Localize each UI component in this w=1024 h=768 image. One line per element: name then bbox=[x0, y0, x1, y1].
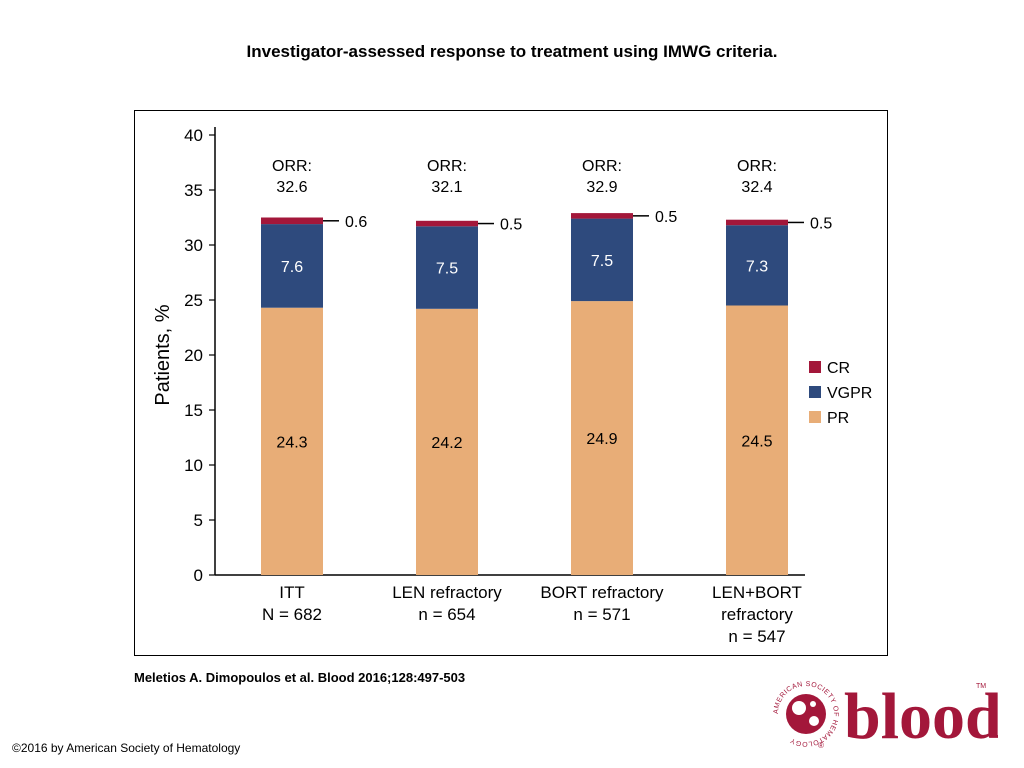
bar-vgpr-segment bbox=[571, 218, 633, 302]
legend-swatch-cr bbox=[809, 361, 821, 373]
x-category-label: LEN refractory bbox=[392, 583, 502, 602]
x-category-label: n = 547 bbox=[728, 627, 785, 646]
x-category-label: ITT bbox=[279, 583, 305, 602]
y-axis-label: Patients, % bbox=[152, 304, 174, 405]
orr-value-label: 32.9 bbox=[586, 179, 617, 196]
legend-label-vgpr: VGPR bbox=[827, 385, 872, 402]
bar-cr-segment bbox=[261, 217, 323, 225]
bar-cr-value-label: 0.6 bbox=[345, 214, 367, 231]
trademark-mark: TM bbox=[976, 683, 986, 690]
y-tick-label: 10 bbox=[184, 456, 203, 475]
x-category-label: LEN+BORT bbox=[712, 583, 802, 602]
orr-label: ORR: bbox=[582, 158, 622, 175]
orr-label: ORR: bbox=[272, 158, 312, 175]
bar-pr-segment bbox=[416, 308, 478, 575]
bar-pr-value-label: 24.5 bbox=[741, 433, 772, 450]
copyright-notice: ©2016 by American Society of Hematology bbox=[12, 741, 241, 755]
bar-pr-value-label: 24.9 bbox=[586, 431, 617, 448]
bar-vgpr-value-label: 7.5 bbox=[436, 261, 458, 278]
legend-swatch-pr bbox=[809, 411, 821, 423]
bar-vgpr-segment bbox=[416, 226, 478, 309]
legend-swatch-vgpr bbox=[809, 386, 821, 398]
bar-vgpr-value-label: 7.3 bbox=[746, 258, 768, 275]
x-category-label: n = 654 bbox=[418, 605, 475, 624]
y-tick-label: 15 bbox=[184, 401, 203, 420]
x-category-label: n = 571 bbox=[573, 605, 630, 624]
bar-pr-segment bbox=[726, 305, 788, 575]
bar-cr-value-label: 0.5 bbox=[810, 215, 832, 232]
bar-cr-value-label: 0.5 bbox=[655, 209, 677, 226]
y-tick-label: 25 bbox=[184, 291, 203, 310]
x-category-label: refractory bbox=[721, 605, 793, 624]
slide-title: Investigator-assessed response to treatm… bbox=[246, 42, 778, 61]
bar-cr-segment bbox=[416, 220, 478, 227]
bar-cr-value-label: 0.5 bbox=[500, 217, 522, 234]
bar-pr-segment bbox=[261, 307, 323, 575]
legend-label-pr: PR bbox=[827, 410, 849, 427]
bar-pr-segment bbox=[571, 301, 633, 575]
x-category-label: N = 682 bbox=[262, 605, 322, 624]
y-tick-label: 20 bbox=[184, 346, 203, 365]
orr-value-label: 32.6 bbox=[276, 179, 307, 196]
orr-label: ORR: bbox=[737, 158, 777, 175]
orr-value-label: 32.1 bbox=[431, 179, 462, 196]
bar-cr-segment bbox=[571, 213, 633, 219]
bar-vgpr-value-label: 7.5 bbox=[591, 253, 613, 270]
y-tick-label: 35 bbox=[184, 181, 203, 200]
bar-vgpr-segment bbox=[261, 224, 323, 308]
bar-pr-value-label: 24.2 bbox=[431, 435, 462, 452]
orr-value-label: 32.4 bbox=[741, 179, 772, 196]
bar-pr-value-label: 24.3 bbox=[276, 434, 307, 451]
legend-label-cr: CR bbox=[827, 360, 850, 377]
registered-mark: ® bbox=[818, 741, 824, 750]
citation: Meletios A. Dimopoulos et al. Blood 2016… bbox=[134, 670, 466, 685]
bar-vgpr-segment bbox=[726, 225, 788, 306]
y-tick-label: 0 bbox=[194, 566, 203, 585]
bar-cr-segment bbox=[726, 219, 788, 226]
chart-frame: 0 5 10 15 20 25 30 35 40 Patients, % 24.3 7.6 0.6 ORR… bbox=[134, 110, 888, 656]
society-seal: AMERICAN SOCIETY OF HEMATOLOGY bbox=[773, 681, 839, 747]
blood-journal-logo: AMERICAN SOCIETY OF HEMATOLOGY blood TM … bbox=[773, 680, 998, 752]
bar-vgpr-value-label: 7.6 bbox=[281, 259, 303, 276]
stacked-bar-chart: 0 5 10 15 20 25 30 35 40 Patients, % 24.3 7.6 0.6 ORR… bbox=[152, 126, 872, 646]
y-tick-label: 5 bbox=[194, 511, 203, 530]
blood-wordmark: blood bbox=[844, 680, 998, 752]
y-tick-label: 40 bbox=[184, 126, 203, 145]
y-tick-label: 30 bbox=[184, 236, 203, 255]
x-category-label: BORT refractory bbox=[540, 583, 664, 602]
orr-label: ORR: bbox=[427, 158, 467, 175]
